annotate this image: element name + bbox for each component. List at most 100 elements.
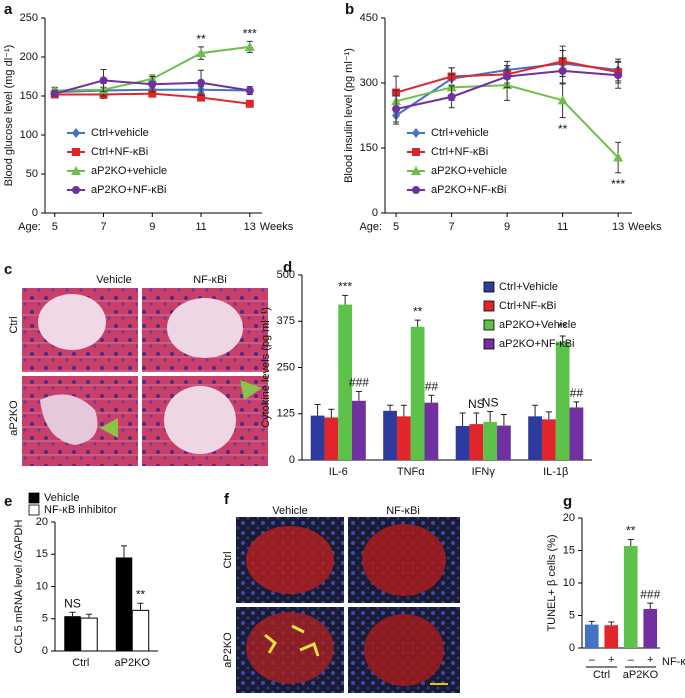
y-tick-label: 10 xyxy=(563,577,575,589)
annotation: ** xyxy=(626,524,636,538)
x-axis-prefix: Age: xyxy=(18,221,41,233)
legend-label: Ctrl+vehicle xyxy=(91,127,149,139)
bar xyxy=(424,402,439,460)
error-bar xyxy=(588,620,595,625)
x-tick-label: 11 xyxy=(557,221,568,233)
x-tick-label: 13 xyxy=(244,221,256,233)
legend-marker xyxy=(71,166,81,175)
bar xyxy=(310,415,325,460)
panel-label: c xyxy=(4,261,12,278)
marker xyxy=(503,72,512,81)
error-bar xyxy=(387,404,394,411)
error-bar xyxy=(342,294,349,305)
y-tick-label: 50 xyxy=(26,168,38,180)
y-tick-label: 375 xyxy=(277,315,295,327)
y-tick-label: 500 xyxy=(277,269,295,281)
y-tick-label: 200 xyxy=(20,51,38,63)
bar xyxy=(528,416,542,460)
x-axis-label: Weeks xyxy=(628,221,662,233)
marker xyxy=(613,152,624,162)
marker xyxy=(244,41,255,51)
bar xyxy=(555,341,570,460)
legend-swatch xyxy=(483,338,495,350)
legend-marker xyxy=(412,128,420,138)
bar xyxy=(483,421,498,460)
error-bar xyxy=(459,412,466,426)
annotation: ### xyxy=(640,587,660,601)
islet xyxy=(246,612,334,684)
y-tick-label: 250 xyxy=(20,12,38,24)
bar xyxy=(338,304,353,460)
legend-label: Vehicle xyxy=(44,492,79,504)
legend-label: aP2KO+vehicle xyxy=(91,165,167,177)
y-tick-label: 450 xyxy=(360,12,378,24)
error-bar xyxy=(414,319,421,327)
legend-swatch xyxy=(28,504,40,516)
marker xyxy=(614,71,623,80)
signal xyxy=(264,624,320,657)
annotation: ## xyxy=(425,379,439,393)
x-axis-prefix: Age: xyxy=(359,221,382,233)
bar xyxy=(643,609,658,648)
x-tick-label: – xyxy=(628,654,635,666)
legend-label: Ctrl+NF-κBi xyxy=(91,146,148,158)
row-label: aP2KO xyxy=(222,632,234,668)
error-bar xyxy=(69,611,76,617)
y-tick-label: 300 xyxy=(360,77,378,89)
bar xyxy=(64,616,81,651)
column-label: NF-κBi xyxy=(386,505,420,517)
y-tick-label: 0 xyxy=(42,645,48,657)
legend-label: aP2KO+NF-κBi xyxy=(431,184,507,196)
group-label: aP2KO xyxy=(623,669,659,681)
islet xyxy=(362,524,446,596)
legend-marker xyxy=(72,148,80,156)
bar xyxy=(80,617,98,652)
x-tick-label: IL-6 xyxy=(329,466,348,478)
y-tick-label: 10 xyxy=(36,580,48,592)
y-axis-label: Blood glucose level (mg dl⁻¹) xyxy=(3,45,15,187)
y-tick-label: 0 xyxy=(289,454,295,466)
error-bar xyxy=(355,391,362,401)
annotation: ** xyxy=(558,320,568,334)
marker xyxy=(197,78,206,87)
annotation: NS xyxy=(468,397,485,411)
y-tick-label: 150 xyxy=(360,142,378,154)
x-tick-label: 11 xyxy=(195,221,206,233)
y-axis-label: Blood insulin level (pg ml⁻¹) xyxy=(343,48,355,183)
error-bar xyxy=(121,545,128,558)
legend-swatch xyxy=(483,300,495,312)
annotation: ** xyxy=(558,122,568,136)
x-tick-label: aP2KO xyxy=(115,657,151,669)
x-tick-label: Ctrl xyxy=(72,657,89,669)
legend-marker xyxy=(72,128,80,138)
error-bar xyxy=(137,602,144,611)
bar xyxy=(352,400,366,460)
group-label: Ctrl xyxy=(593,669,610,681)
islet xyxy=(38,294,106,350)
error-bar xyxy=(573,401,580,408)
x-tick-label: 9 xyxy=(504,221,510,233)
error-bar xyxy=(627,538,634,546)
y-tick-label: 250 xyxy=(277,361,295,373)
legend-marker xyxy=(412,148,420,156)
panel-label: b xyxy=(345,1,354,18)
annotation: ### xyxy=(349,376,369,390)
y-tick-label: 150 xyxy=(20,90,38,102)
bar xyxy=(324,417,339,460)
column-label: Vehicle xyxy=(272,505,307,517)
y-axis-label: CCL5 mRNA level /GAPDH xyxy=(13,520,25,654)
x-tick-label: 13 xyxy=(612,221,624,233)
x-tick-label: + xyxy=(608,654,614,666)
bar xyxy=(396,416,411,460)
row-label: Ctrl xyxy=(222,551,234,568)
y-tick-label: 15 xyxy=(563,544,575,556)
legend-marker xyxy=(72,186,80,194)
error-bar xyxy=(314,404,321,416)
row-label: Ctrl xyxy=(8,316,20,333)
error-bar xyxy=(328,408,335,418)
row-label: NF-κBi xyxy=(662,656,685,668)
marker xyxy=(447,92,456,101)
legend-marker xyxy=(411,166,421,175)
islet xyxy=(167,298,243,358)
